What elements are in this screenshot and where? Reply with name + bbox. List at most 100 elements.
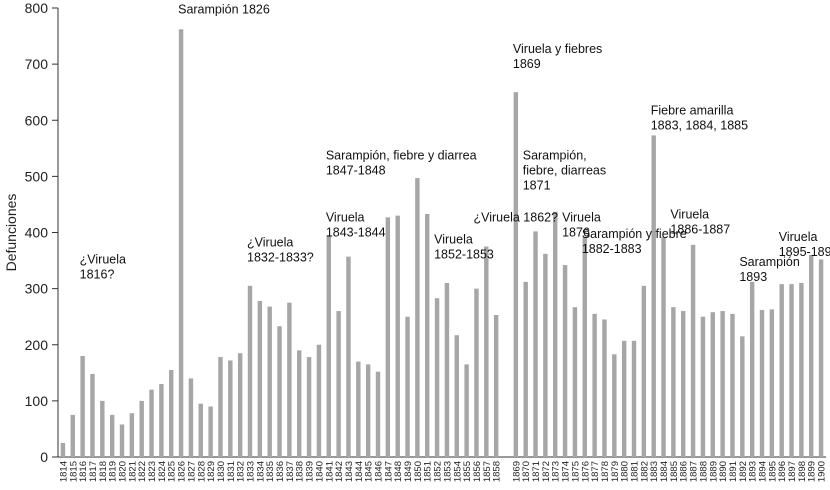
x-tick-label-1832: 1832 xyxy=(236,461,247,482)
annotation-line: 1852-1853 xyxy=(434,248,494,262)
bar-1890 xyxy=(720,311,725,457)
bar-1892 xyxy=(740,336,745,457)
x-tick-label-1815: 1815 xyxy=(68,461,79,482)
annotation-line: 1893 xyxy=(739,270,767,284)
annotation-line: Fiebre amarilla xyxy=(651,104,734,118)
x-tick-label-1893: 1893 xyxy=(748,461,759,482)
x-tick-label-1826: 1826 xyxy=(177,461,188,482)
x-tick-label-1850: 1850 xyxy=(413,461,424,482)
annotation-6: ¿Viruela 1862? xyxy=(474,210,559,224)
x-tick-label-1838: 1838 xyxy=(295,461,306,482)
annotation-line: Sarampión, fiebre y diarrea xyxy=(326,149,477,163)
bar-1894 xyxy=(759,309,765,457)
x-tick-label-1818: 1818 xyxy=(98,461,109,482)
bar-1896 xyxy=(779,284,784,457)
bar-1832 xyxy=(237,353,243,457)
bar-1825 xyxy=(169,370,174,457)
x-tick-label-1831: 1831 xyxy=(226,461,237,482)
bar-1837 xyxy=(287,302,292,457)
bar-1875 xyxy=(572,307,578,457)
x-tick-label-1835: 1835 xyxy=(265,461,276,482)
bar-1883 xyxy=(651,135,656,457)
bar-1828 xyxy=(198,403,203,457)
bar-1824 xyxy=(159,384,164,457)
x-tick-label-1851: 1851 xyxy=(423,461,434,482)
bar-1879 xyxy=(612,354,617,457)
bar-1855 xyxy=(464,364,469,457)
bar-1878 xyxy=(602,319,607,457)
x-tick-label-1869: 1869 xyxy=(511,461,522,482)
bar-1822 xyxy=(139,400,144,457)
bar-1839 xyxy=(306,357,312,457)
annotation-line: 1886-1887 xyxy=(670,222,730,236)
bar-1898 xyxy=(799,283,804,457)
x-tick-label-1824: 1824 xyxy=(157,461,168,482)
bar-1848 xyxy=(395,215,400,457)
x-tick-label-1829: 1829 xyxy=(206,461,217,482)
x-tick-label-1842: 1842 xyxy=(334,461,345,482)
annotation-line: 1895-1896 xyxy=(779,245,830,259)
x-tick-label-1816: 1816 xyxy=(78,461,89,482)
bar-1856 xyxy=(474,288,479,457)
bar-1849 xyxy=(405,316,410,457)
annotation-line: Sarampión xyxy=(739,255,799,269)
x-tick-label-1849: 1849 xyxy=(403,461,414,482)
x-tick-label-1891: 1891 xyxy=(728,461,739,482)
bar-1897 xyxy=(789,284,794,457)
annotation-line: 1816? xyxy=(80,267,115,281)
x-tick-label-1817: 1817 xyxy=(88,461,99,482)
x-tick-label-1885: 1885 xyxy=(669,461,680,482)
bar-1891 xyxy=(730,313,735,457)
annotation-0: ¿Viruela 1816? xyxy=(80,252,126,281)
bar-1842 xyxy=(336,311,341,457)
bar-1877 xyxy=(592,313,597,457)
x-tick-label-1856: 1856 xyxy=(472,461,483,482)
x-tick-label-1843: 1843 xyxy=(344,461,355,482)
x-tick-label-1882: 1882 xyxy=(639,461,650,482)
annotation-line: Viruela xyxy=(562,210,601,224)
y-tick-label: 100 xyxy=(25,393,49,409)
annotation-line: Sarampión, xyxy=(523,149,587,163)
annotation-2: ¿Viruela 1832-1833? xyxy=(247,236,314,265)
annotation-line: fiebre, diarreas xyxy=(523,164,606,178)
bar-1838 xyxy=(297,350,302,457)
x-tick-label-1848: 1848 xyxy=(393,461,404,482)
bar-1836 xyxy=(277,326,282,457)
bar-1820 xyxy=(119,424,125,457)
x-tick-label-1884: 1884 xyxy=(659,461,670,482)
annotation-3: Viruela 1843-1844 xyxy=(326,210,386,239)
x-tick-label-1841: 1841 xyxy=(324,461,335,482)
x-tick-label-1892: 1892 xyxy=(738,461,749,482)
annotation-12: Viruela 1886-1887 xyxy=(670,207,730,236)
bar-1843 xyxy=(346,256,351,457)
x-tick-label-1853: 1853 xyxy=(442,461,453,482)
annotation-13: Sarampión 1893 xyxy=(739,255,799,284)
y-tick-label: 0 xyxy=(40,449,48,465)
bar-1871 xyxy=(533,231,538,457)
y-tick-label: 400 xyxy=(25,225,49,241)
x-tick-label-1845: 1845 xyxy=(364,461,375,482)
annotation-9: Viruela 1876 xyxy=(562,210,601,239)
bar-1852 xyxy=(434,298,440,457)
bar-1884 xyxy=(661,236,666,457)
bar-1869 xyxy=(513,92,519,457)
bar-1814 xyxy=(60,442,66,457)
annotation-line: Viruela xyxy=(670,207,709,221)
bar-1850 xyxy=(415,178,420,457)
x-tick-label-1825: 1825 xyxy=(167,461,178,482)
x-tick-label-1822: 1822 xyxy=(137,461,148,482)
bar-1882 xyxy=(641,285,647,457)
x-tick-label-1872: 1872 xyxy=(541,461,552,482)
x-tick-label-1839: 1839 xyxy=(305,461,316,482)
bar-1888 xyxy=(700,316,706,457)
x-tick-label-1880: 1880 xyxy=(620,461,631,482)
bar-1826 xyxy=(178,29,184,457)
x-tick-label-1828: 1828 xyxy=(196,461,207,482)
bar-1893 xyxy=(749,281,755,457)
y-axis-label: Defunciones xyxy=(3,194,19,272)
bar-1815 xyxy=(70,414,75,457)
x-tick-label-1820: 1820 xyxy=(118,461,129,482)
x-tick-label-1877: 1877 xyxy=(590,461,601,482)
